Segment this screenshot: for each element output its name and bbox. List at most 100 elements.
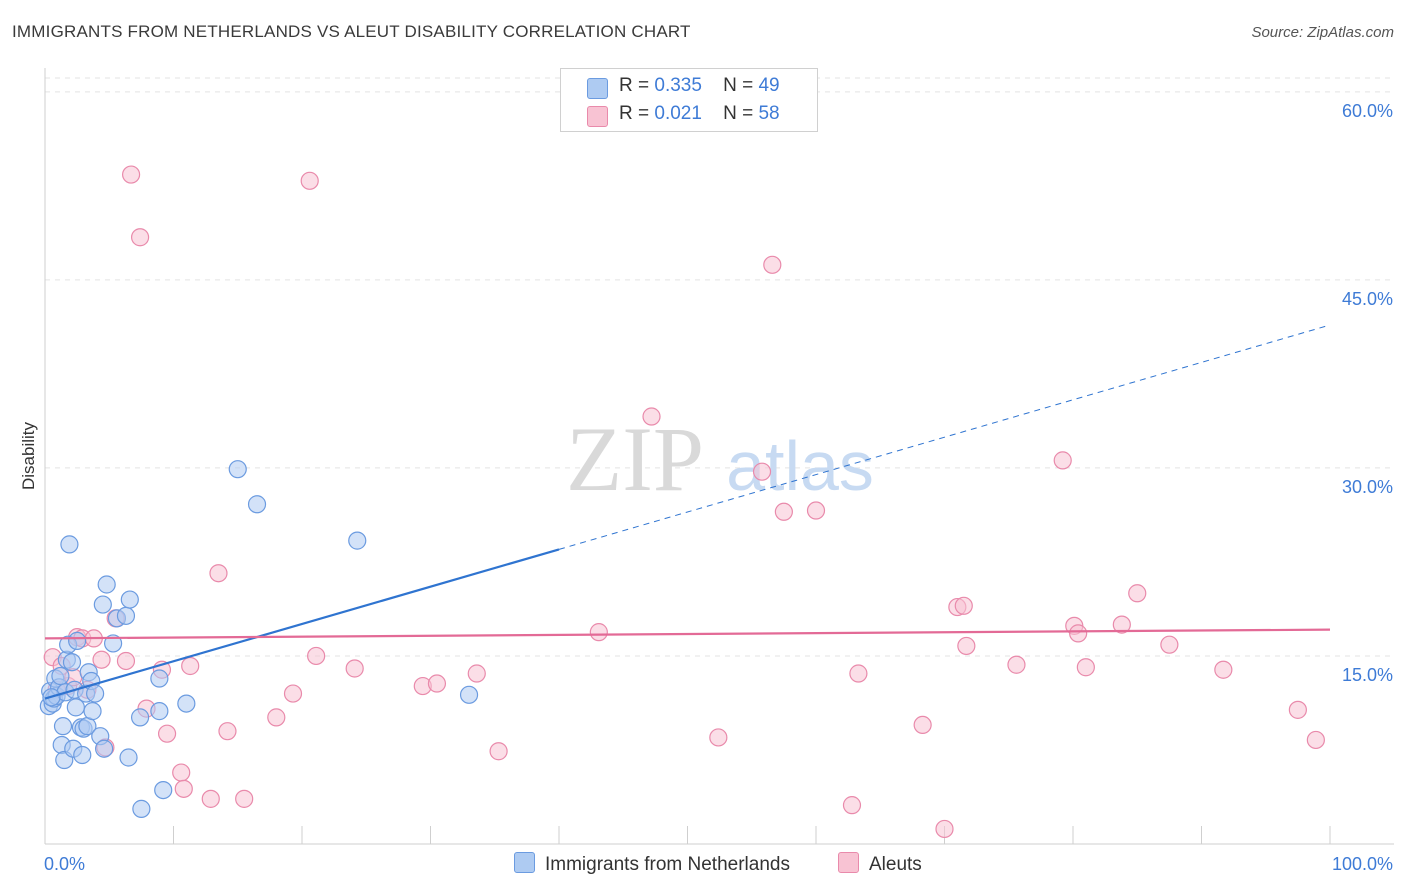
aleuts-point [1160, 635, 1179, 654]
aleuts-point [174, 779, 193, 798]
y-tick-label: 45.0% [1342, 289, 1393, 309]
legend-swatch-pink [587, 106, 608, 127]
aleuts-point [842, 796, 862, 815]
aleuts-point [489, 742, 508, 761]
aleuts-point [935, 819, 954, 839]
axis-labels: 15.0% 30.0% 45.0% 60.0% 0.0% 100.0% [44, 101, 1393, 874]
aleuts-point [345, 659, 364, 678]
netherlands-trend-extension [558, 324, 1331, 550]
y-tick-label: 60.0% [1342, 101, 1393, 121]
aleuts-point [121, 165, 141, 184]
source-label: Source: ZipAtlas.com [1251, 24, 1394, 41]
aleuts-point [1007, 655, 1026, 674]
aleuts-point [1306, 730, 1325, 750]
legend-r-label: R = [619, 75, 650, 96]
netherlands-point [132, 799, 151, 818]
aleuts-point [427, 674, 447, 693]
aleuts-point [267, 708, 286, 727]
x-tick-label: 0.0% [44, 854, 85, 874]
y-axis-title: Disability [19, 421, 38, 490]
aleuts-point [218, 722, 237, 741]
netherlands-points [39, 460, 479, 818]
aleuts-point [1288, 700, 1307, 719]
legend-r-value-1: 0.335 [654, 75, 702, 96]
netherlands-point [150, 702, 169, 721]
bottom-legend-label-netherlands: Immigrants from Netherlands [545, 854, 790, 875]
aleuts-point [1069, 624, 1088, 643]
netherlands-point [83, 702, 102, 721]
netherlands-point [130, 708, 150, 727]
aleuts-point [709, 728, 728, 747]
netherlands-point [51, 666, 70, 686]
aleuts-point [209, 564, 228, 583]
bottom-legend-swatch-blue [514, 852, 535, 873]
aleuts-point [235, 789, 254, 808]
legend-n-label: N = [723, 103, 754, 124]
netherlands-trend-line [44, 548, 560, 700]
y-tick-label: 15.0% [1342, 665, 1393, 685]
netherlands-point [60, 535, 79, 554]
aleuts-point [130, 228, 150, 247]
netherlands-point [95, 739, 114, 758]
stats-legend: R = 0.335 N = 49 R = 0.021 N = 58 [560, 68, 818, 132]
aleuts-point [589, 623, 608, 642]
aleuts-point [300, 171, 319, 190]
legend-r-value-2: 0.021 [654, 103, 702, 124]
netherlands-point [247, 495, 267, 514]
aleuts-point [1076, 658, 1095, 677]
netherlands-point [154, 780, 173, 800]
netherlands-point [177, 694, 196, 713]
aleuts-point [774, 502, 793, 521]
aleuts-point [1128, 584, 1147, 603]
aleuts-point [172, 763, 191, 782]
aleuts-point [467, 664, 486, 683]
aleuts-point [116, 651, 136, 671]
aleuts-point [1112, 615, 1131, 634]
netherlands-point [73, 745, 92, 765]
netherlands-point [93, 595, 112, 614]
netherlands-point [53, 717, 73, 736]
aleuts-point [157, 724, 177, 743]
watermark-atlas: atlas [726, 427, 874, 505]
netherlands-point [120, 590, 139, 609]
aleuts-point [806, 501, 826, 520]
grid-lines [45, 77, 1394, 657]
legend-n-label: N = [723, 75, 754, 96]
legend-r-label: R = [619, 103, 650, 124]
netherlands-point [62, 653, 82, 672]
chart-title: IMMIGRANTS FROM NETHERLANDS VS ALEUT DIS… [12, 22, 691, 41]
aleuts-point [1214, 660, 1233, 679]
trend-lines [44, 324, 1331, 700]
aleuts-point [913, 715, 932, 735]
netherlands-point [104, 634, 123, 653]
netherlands-point [86, 684, 105, 703]
legend-swatch-blue [587, 78, 608, 99]
bottom-legend-netherlands: Immigrants from Netherlands [514, 852, 790, 876]
aleuts-point [642, 407, 661, 426]
netherlands-point [228, 460, 247, 479]
aleuts-point [957, 636, 976, 656]
x-tick-label: 100.0% [1332, 854, 1393, 874]
netherlands-point [459, 685, 479, 704]
aleuts-point [181, 656, 200, 676]
netherlands-point [348, 531, 367, 550]
aleuts-point [92, 650, 111, 669]
bottom-legend-swatch-pink [838, 852, 859, 873]
aleuts-point [307, 646, 326, 666]
netherlands-point [119, 748, 138, 767]
legend-n-value-1: 49 [758, 75, 780, 96]
watermark: ZIP atlas [566, 408, 874, 510]
bottom-legend-label-aleuts: Aleuts [869, 854, 922, 875]
axes [44, 68, 1394, 845]
watermark-zip: ZIP [566, 408, 704, 510]
aleuts-point [849, 664, 868, 683]
aleuts-point [752, 462, 772, 481]
aleuts-point [763, 255, 782, 274]
aleuts-trend-line [44, 628, 1331, 640]
y-tick-label: 30.0% [1342, 477, 1393, 497]
netherlands-point [150, 669, 169, 688]
aleuts-point [283, 684, 303, 703]
netherlands-point [97, 575, 116, 594]
netherlands-point [116, 606, 136, 625]
